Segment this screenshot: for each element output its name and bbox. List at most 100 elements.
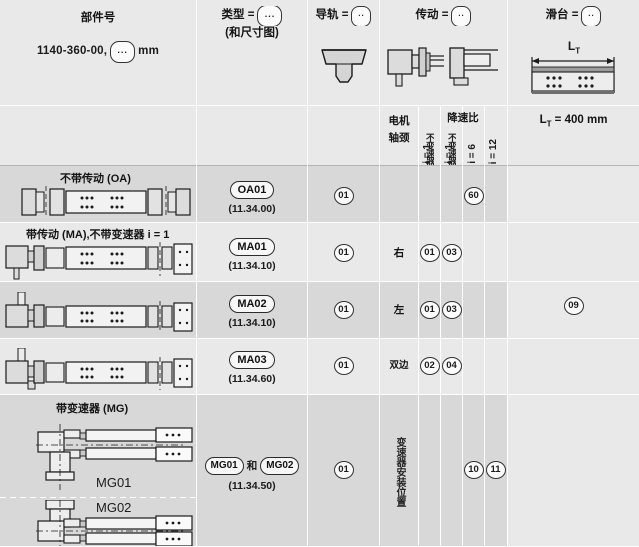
row-label-ma-text: 带传动 (MA),不带变速器 i = 1 — [26, 229, 170, 241]
mg-rail-bubble: 01 — [333, 461, 354, 479]
ma02-motor-shaft-text: 左 — [393, 303, 405, 316]
vrule-sub2 — [462, 106, 463, 547]
header-type-sublabel: (和尺寸图) — [225, 27, 279, 40]
rule-row4 — [0, 394, 639, 395]
ma02-rail-code: 01 — [308, 300, 379, 320]
oa-gear-bubble-2: 60 — [463, 187, 484, 205]
header-slide-bubble: .. — [581, 6, 602, 26]
subheader-motor-shaft-line2: 轴颈 — [380, 129, 418, 147]
subheader-slide-value: LT = 400 mm — [508, 112, 639, 132]
oa-unit-drawing — [21, 186, 191, 218]
ma02-gear-code-0: 01 — [419, 300, 440, 320]
header-type-label: 类型 = — [221, 9, 255, 22]
header-part-number: 部件号 — [0, 8, 196, 30]
ma01-gear-bubble-0: 01 — [419, 244, 440, 262]
ma01-rail-code: 01 — [308, 243, 379, 263]
vrule-sub1 — [440, 106, 441, 547]
ma01-type-ref: (11.34.10) — [197, 258, 307, 274]
vrule-col4 — [507, 0, 508, 547]
slide-merged-bubble: 09 — [563, 297, 584, 315]
ma02-type-ref-text: (11.34.10) — [228, 316, 276, 329]
ma01-motor-shaft: 右 — [380, 243, 418, 263]
gear-col-2-ratio: i = 6 — [467, 144, 478, 164]
mg-gear-code-3: 11 — [485, 460, 506, 480]
mg-type-conjunction: 和 — [246, 459, 258, 472]
ma02-gear-bubble-0: 01 — [419, 301, 440, 319]
header-slide-label: 滑台 = — [545, 9, 579, 22]
gear-col-3-caption: i = 12 — [485, 126, 506, 165]
ma03-type-code-pill: MA03 — [229, 350, 275, 370]
motor-shaft-label-line1: 电机 — [388, 114, 410, 127]
rule-subheader — [0, 165, 639, 166]
motor-shaft-label-line2: 轴颈 — [388, 131, 410, 144]
header-drive-bubble: .. — [451, 6, 472, 26]
gear-col-2-caption: i = 6 — [463, 126, 484, 165]
gear-col-1-ratio: i = 1 — [444, 144, 455, 164]
oa-type-code: OA01 — [197, 180, 307, 200]
vrule-col2 — [307, 0, 308, 547]
mg02-drawing-label: MG02 — [96, 500, 131, 515]
ma03-gear-code-1: 04 — [441, 356, 462, 376]
gear-col-1-caption: 不变速器 i = 1 — [441, 126, 462, 165]
mg-drawing-separator — [0, 497, 196, 498]
subheader-gear-ratio: 降速比 — [419, 110, 507, 126]
part-number-variable-bubble: ... — [110, 41, 136, 63]
ma03-gear-bubble-1: 04 — [441, 357, 462, 375]
gear-ratio-label: 降速比 — [447, 111, 479, 124]
ma02-motor-shaft: 左 — [380, 300, 418, 320]
header-part-number-label: 部件号 — [80, 12, 116, 25]
row-label-ma: 带传动 (MA),不带变速器 i = 1 — [26, 226, 169, 242]
slide-drawing-dim-label: LT — [555, 40, 593, 56]
oa-type-code-pill: OA01 — [229, 180, 275, 200]
ma02-gear-code-1: 03 — [441, 300, 462, 320]
slide-value-rest: = 400 mm — [551, 114, 608, 127]
ma03-motor-shaft-text: 双边 — [389, 359, 409, 371]
oa-type-ref: (11.34.00) — [197, 201, 307, 217]
row-label-oa: 不带传动 (OA) — [60, 170, 131, 186]
row-label-oa-text: 不带传动 (OA) — [60, 173, 131, 185]
mg-rail-code: 01 — [308, 460, 379, 480]
part-number-example: 1140-360-00, ... mm — [0, 40, 196, 64]
ma03-type-code: MA03 — [197, 350, 307, 370]
ma01-unit-drawing — [5, 242, 193, 280]
header-type: 类型 = ... — [197, 6, 307, 26]
header-type-sublabel-wrap: (和尺寸图) — [197, 25, 307, 43]
ma01-gear-code-0: 01 — [419, 243, 440, 263]
ma01-motor-shaft-text: 右 — [393, 246, 405, 259]
mg-motor-shaft-vertical: 变速器安装位置 — [380, 430, 418, 514]
drive-motor-drawing — [387, 47, 498, 87]
guide-rail-profile-drawing — [321, 49, 367, 83]
mg01-drawing-label: MG01 — [96, 475, 131, 490]
oa-type-ref-text: (11.34.00) — [228, 202, 276, 215]
gear-col-1-prefix: 不变速器 — [447, 133, 456, 165]
gear-col-0-prefix: 不变速器 — [425, 133, 434, 165]
ma02-type-code: MA02 — [197, 294, 307, 314]
mg-type-code: MG01 和 MG02 — [197, 455, 307, 477]
ma01-gear-bubble-1: 03 — [441, 244, 462, 262]
oa-gear-code-2: 60 — [463, 186, 484, 206]
oa-rail-bubble: 01 — [333, 187, 354, 205]
header-slide: 滑台 = .. — [508, 6, 639, 26]
mg-type-ref: (11.34.50) — [197, 478, 307, 494]
gear-col-3-ratio: i = 12 — [488, 138, 499, 164]
mg02-unit-drawing: MG02 — [36, 500, 193, 546]
ma03-type-ref: (11.34.60) — [197, 371, 307, 387]
header-drive-label: 传动 = — [415, 9, 449, 22]
slide-merged-cell-bg — [507, 166, 639, 547]
ma03-gear-bubble-0: 02 — [419, 357, 440, 375]
rule-header — [0, 105, 639, 106]
ma03-rail-bubble: 01 — [333, 357, 354, 375]
oa-rail-code: 01 — [308, 186, 379, 206]
ma02-gear-bubble-1: 03 — [441, 301, 462, 319]
ma01-type-code: MA01 — [197, 237, 307, 257]
ma03-rail-code: 01 — [308, 356, 379, 376]
ma01-type-code-pill: MA01 — [229, 237, 275, 257]
vrule-col1 — [196, 0, 197, 547]
mg-gear-bubble-3: 11 — [485, 461, 506, 479]
row-label-mg-text: 带变速器 (MG) — [56, 403, 129, 415]
ma01-rail-bubble: 01 — [333, 244, 354, 262]
mg-gear-code-2: 10 — [463, 460, 484, 480]
slide-table-drawing — [531, 57, 615, 94]
mg-type-code-a-pill: MG01 — [204, 457, 244, 475]
